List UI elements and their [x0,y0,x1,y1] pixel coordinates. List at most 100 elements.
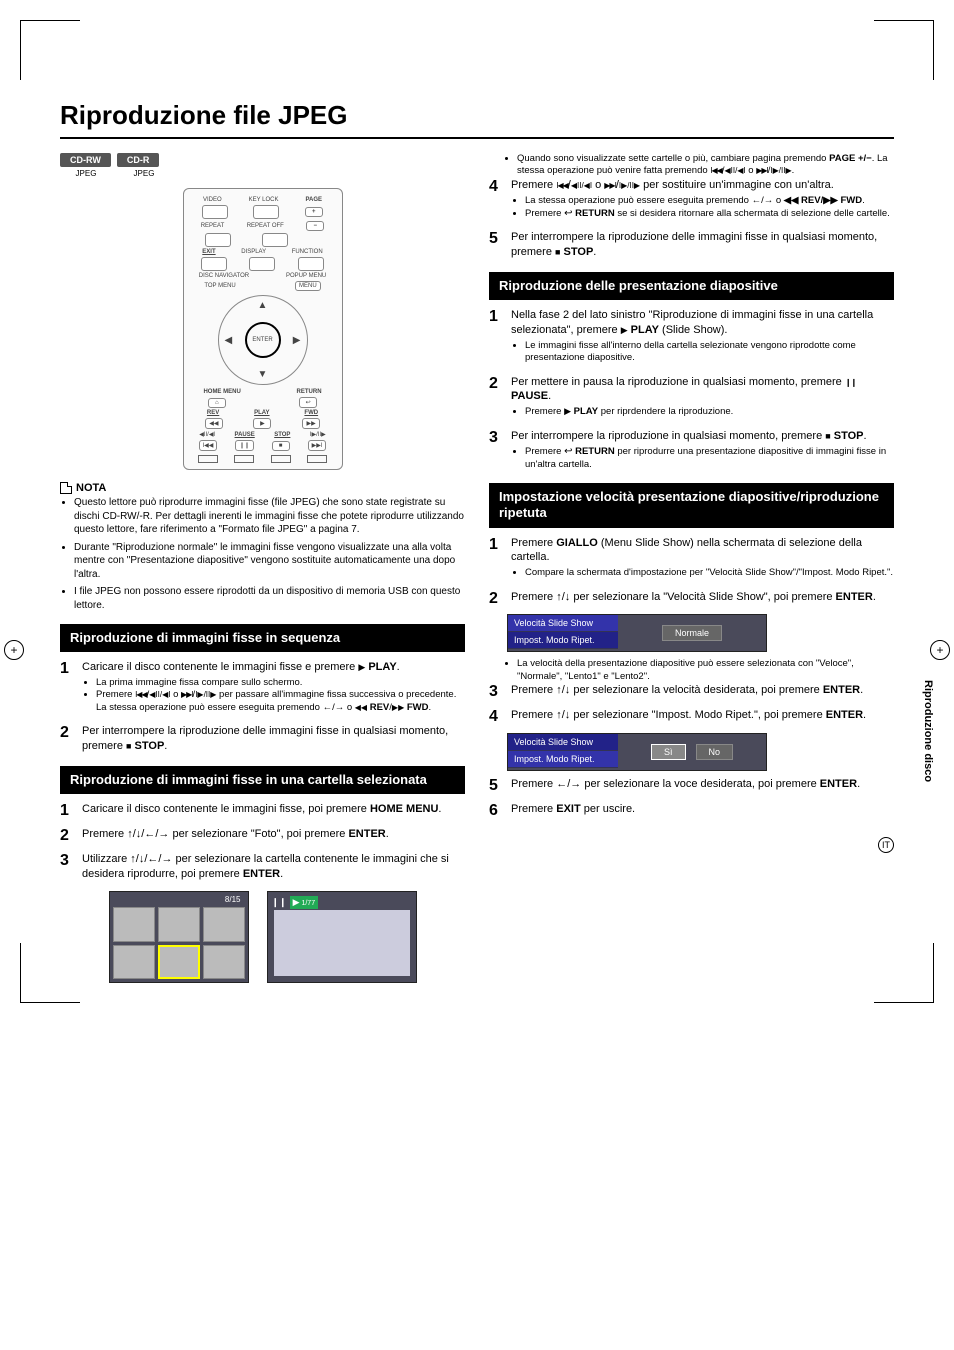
settings-panel-2: Velocità Slide Show Impost. Modo Ripet. … [507,733,767,771]
section-head-slideshow: Riproduzione delle presentazione diaposi… [489,272,894,300]
panel-row-selected: Impost. Modo Ripet. [508,751,618,768]
panel-row-selected: Velocità Slide Show [508,615,618,632]
sub-item: Compare la schermata d'impostazione per … [525,567,894,579]
pause-indicator-icon: ❙❙ [272,897,287,908]
pause-icon [845,376,856,388]
badge-cdr-sub: JPEG [118,169,170,178]
step: Per interrompere la riproduzione delle i… [489,230,894,260]
stop-icon [126,740,131,752]
lang-badge: IT [878,837,894,853]
sub-item: La stessa operazione può essere eseguita… [525,195,894,207]
arrows-icon: ←/→ [556,778,581,790]
title-rule [60,137,894,139]
step-fwd-icon [195,689,216,700]
remote-illustration: VIDEO KEY LOCK PAGE + REPEAT REPEAT OFF … [183,188,343,470]
note-label: NOTA [76,482,106,494]
play-icon [621,324,628,336]
step-back-icon [571,179,592,191]
arrows-icon: ↑/↓ [556,684,570,696]
sec2-steps: Caricare il disco contenente le immagini… [60,802,465,881]
step: Premere / o / per sostituire un'immagine… [489,178,894,221]
step: Per interrompere la riproduzione delle i… [60,724,465,754]
step: Caricare il disco contenente le immagini… [60,802,465,817]
note-icon [60,482,72,494]
arrows-icon: ↑/↓ [556,709,570,721]
arrows-icon: ↑/↓/←/→ [127,828,169,840]
play-icon [358,661,365,673]
play-icon [564,406,571,417]
page-title: Riproduzione file JPEG [60,100,894,131]
right-column: Quando sono visualizzate sette cartelle … [489,153,894,983]
side-tab: Riproduzione disco [922,680,934,782]
step: Premere ↑/↓ per selezionare la "Velocità… [489,590,894,605]
option-normale: Normale [662,625,722,641]
step: Per interrompere la riproduzione in qual… [489,429,894,472]
image-preview-panel: ❙❙ 1/77 [267,891,417,983]
sec2-steps-cont: Premere / o / per sostituire un'immagine… [489,178,894,260]
step: Premere GIALLO (Menu Slide Show) nella s… [489,536,894,580]
sub-item: Premere / o / per passare all'immagine f… [96,689,465,714]
panel-row: Velocità Slide Show [508,734,618,751]
stop-icon [555,246,560,258]
note-list: Questo lettore può riprodurre immagini f… [60,496,465,612]
step: Premere ↑/↓ per selezionare "Impost. Mod… [489,708,894,723]
step-back-icon [724,165,745,176]
step: Utilizzare ↑/↓/←/→ per selezionare la ca… [60,852,465,882]
step: Premere ←/→ per selezionare la voce desi… [489,777,894,792]
left-icon [323,702,333,713]
return-icon [564,446,572,457]
step-fwd-icon [619,179,640,191]
sub-item: La prima immagine fissa compare sullo sc… [96,677,465,689]
folder-grid-panel: 8/15 [109,891,249,983]
preview-counter: 1/77 [290,896,319,909]
settings-panel-1: Velocità Slide Show Impost. Modo Ripet. … [507,614,767,652]
rev-icon [355,702,367,713]
left-column: CD-RW CD-R JPEG JPEG VIDEO KEY LOCK PAGE… [60,153,465,983]
thumbnail-preview: 8/15 ❙❙ 1/77 [60,891,465,983]
next-icon [604,179,616,191]
sub-item: Premere RETURN per riprodurre una presen… [525,445,894,471]
note-item: I file JPEG non possono essere riprodott… [74,585,465,612]
badge-cdrw: CD-RW [60,153,111,167]
next-icon [756,165,768,176]
next-icon [181,689,193,700]
step: Premere ↑/↓ per selezionare la velocità … [489,683,894,698]
stop-icon [825,430,830,442]
sec3-steps: Nella fase 2 del lato sinistro "Riproduz… [489,308,894,471]
note-item: Questo lettore può riprodurre immagini f… [74,496,465,537]
prev-icon [556,179,568,191]
sec4-steps-b: Premere ↑/↓ per selezionare la velocità … [489,683,894,723]
section-head-seq: Riproduzione di immagini fisse in sequen… [60,624,465,652]
prev-icon [135,689,147,700]
step: Nella fase 2 del lato sinistro "Riproduz… [489,308,894,364]
option-no: No [696,744,734,760]
prev-icon [710,165,722,176]
note-item: Durante "Riproduzione normale" le immagi… [74,541,465,582]
section-head-speed: Impostazione velocità presentazione diap… [489,483,894,528]
section-head-folder: Riproduzione di immagini fisse in una ca… [60,766,465,794]
step: Premere EXIT per uscire. [489,802,894,817]
arrows-icon: ↑/↓ [556,591,570,603]
step-fwd-icon [770,165,791,176]
sub-item: La velocità della presentazione diaposit… [517,658,894,683]
sec4-steps: Premere GIALLO (Menu Slide Show) nella s… [489,536,894,605]
panel-row: Impost. Modo Ripet. [508,632,618,649]
right-icon [335,702,345,713]
step: Per mettere in pausa la riproduzione in … [489,375,894,419]
sec1-steps: Caricare il disco contenente le immagini… [60,660,465,754]
page-footer: IT [489,837,894,853]
arrows-icon: ↑/↓/←/→ [130,853,172,865]
step-back-icon [149,689,170,700]
sub-item: Quando sono visualizzate sette cartelle … [517,153,894,178]
badge-cdrw-sub: JPEG [60,169,112,178]
sub-item: Premere RETURN se si desidera ritornare … [525,207,894,220]
option-yes: Sì [651,744,686,760]
sub-item: Premere PLAY per riprdendere la riproduz… [525,406,894,418]
step: Premere ↑/↓/←/→ per selezionare "Foto", … [60,827,465,842]
fwd-icon [392,702,404,713]
sub-item: Le immagini fisse all'interno della cart… [525,340,894,365]
folder-counter: 8/15 [113,895,245,904]
step: Caricare il disco contenente le immagini… [60,660,465,714]
return-icon [564,208,572,219]
sec4-steps-c: Premere ←/→ per selezionare la voce desi… [489,777,894,817]
